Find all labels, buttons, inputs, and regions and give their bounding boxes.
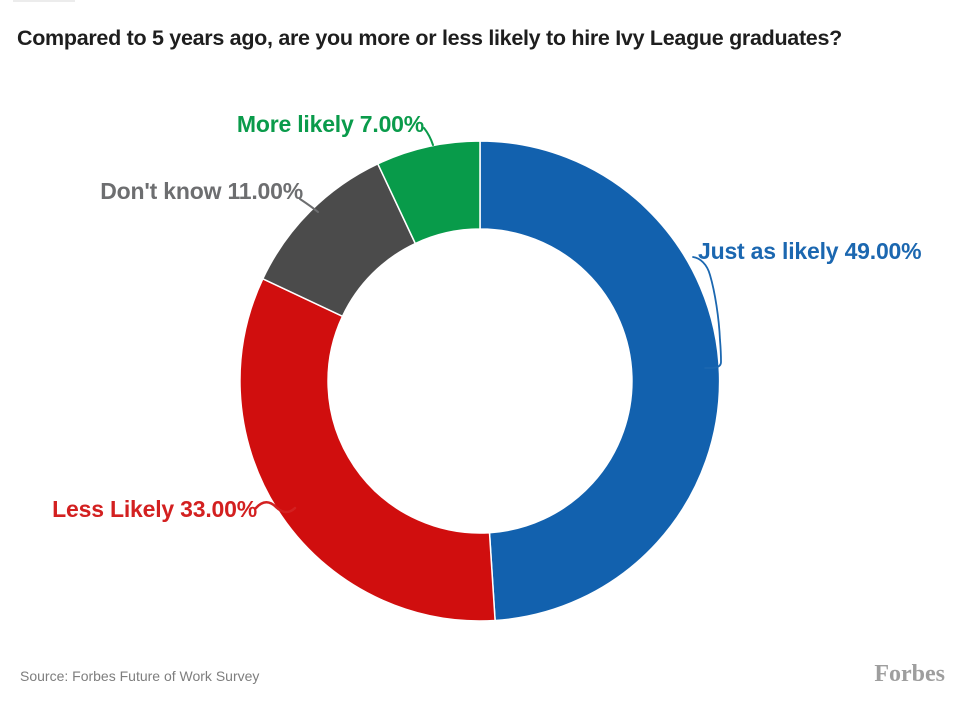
donut-segments [239, 140, 721, 622]
leader-line-more-likely [423, 127, 434, 146]
top-edge-artifact [13, 0, 75, 2]
donut-segment-just-as-likely [479, 140, 721, 622]
label-less-likely: Less Likely 33.00% [52, 496, 257, 523]
donut-segment-more-likely [376, 140, 481, 245]
leader-line-dont-know [299, 198, 319, 213]
label-just-as-likely: Just as likely 49.00% [698, 238, 922, 265]
label-dont-know: Don't know 11.00% [100, 178, 303, 205]
forbes-logo: Forbes [874, 661, 945, 687]
donut-segment-less-likely [239, 277, 496, 622]
label-less-likely-text: Less Likely 33.00% [52, 496, 257, 522]
bracket-just-as-likely [692, 256, 722, 369]
label-more-likely-text: More likely 7.00% [236, 111, 424, 137]
chart-title: Compared to 5 years ago, are you more or… [17, 26, 842, 50]
label-just-as-likely-text: Just as likely 49.00% [698, 238, 922, 264]
label-more-likely: More likely 7.00% [237, 111, 424, 138]
source-note: Source: Forbes Future of Work Survey [20, 668, 260, 684]
leader-tilde-less-likely [254, 501, 297, 514]
label-dont-know-text: Don't know 11.00% [100, 178, 303, 204]
